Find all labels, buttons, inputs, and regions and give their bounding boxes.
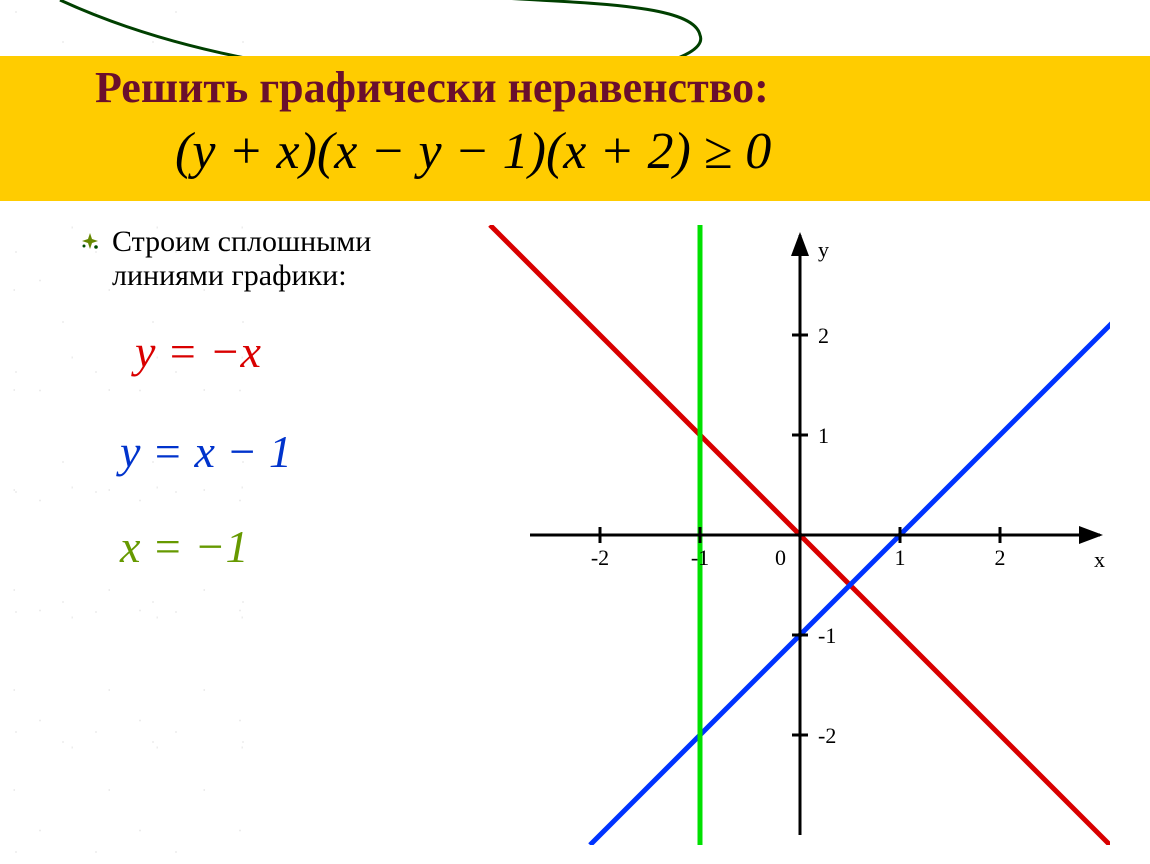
equation-1: y = x − 1	[120, 425, 292, 478]
bullet-text: Строим сплошнымилиниями графики:	[112, 225, 371, 293]
chart: -2 -1 0 1 2 -2 -1 1 2 x y	[430, 225, 1110, 845]
y-tick-1: 1	[818, 423, 829, 448]
title-line1: Решить графически неравенство:	[95, 62, 769, 113]
y-axis-label: y	[818, 237, 829, 262]
x-tick--2: -2	[591, 545, 609, 570]
title-line2-formula: (y + x)(x − y − 1)(x + 2) ≥ 0	[175, 122, 771, 181]
x-tick-0: 0	[775, 545, 786, 570]
x-tick--1: -1	[691, 545, 709, 570]
x-tick-2: 2	[995, 545, 1006, 570]
equation-2: x = −1	[120, 520, 249, 573]
x-tick-1: 1	[895, 545, 906, 570]
equation-0: y = −x	[135, 325, 261, 378]
y-tick--1: -1	[818, 623, 836, 648]
y-tick--2: -2	[818, 723, 836, 748]
chart-svg: -2 -1 0 1 2 -2 -1 1 2 x y	[430, 225, 1110, 845]
bullet-text-block: Строим сплошнымилиниями графики:	[80, 225, 371, 293]
slide-root: Решить графически неравенство: (y + x)(x…	[0, 0, 1150, 864]
bullet-icon	[80, 231, 100, 256]
x-axis-label: x	[1094, 547, 1105, 572]
y-tick-2: 2	[818, 323, 829, 348]
